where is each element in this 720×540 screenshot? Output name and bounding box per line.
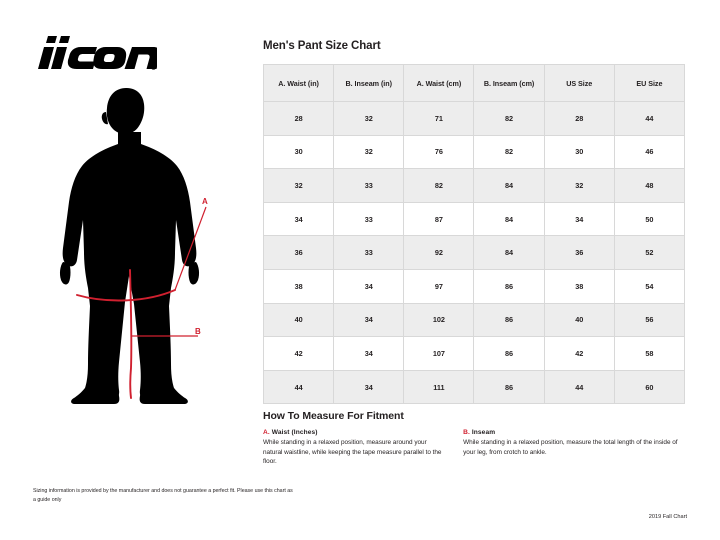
icon-wordmark-logo: R (33, 33, 161, 77)
cell-eu-size: 58 (613, 336, 686, 371)
cell-inseam-in: 34 (333, 336, 405, 371)
cell-inseam-cm: 84 (473, 168, 545, 203)
column-header-us-size: US Size (543, 64, 615, 102)
cell-inseam-in: 33 (333, 201, 405, 237)
cell-eu-size: 56 (613, 302, 686, 338)
cell-waist-cm: 87 (403, 201, 475, 237)
cell-waist-cm: 102 (403, 302, 475, 338)
cell-inseam-in: 32 (333, 101, 405, 136)
column-header-eu-size: EU Size (613, 64, 686, 102)
cell-waist-in: 36 (262, 235, 335, 270)
how-to-measure-waist-block: A. Waist (Inches) While standing in a re… (263, 429, 443, 467)
cell-inseam-cm: 82 (473, 101, 545, 136)
table-row: 30 32 76 82 30 46 (262, 134, 686, 170)
cell-waist-cm: 71 (403, 101, 475, 136)
cell-us-size: 36 (543, 235, 615, 270)
cell-inseam-in: 34 (333, 369, 405, 405)
cell-eu-size: 44 (613, 101, 686, 136)
how-to-measure-waist-text: While standing in a relaxed position, me… (263, 439, 442, 466)
table-row: 38 34 97 86 38 54 (262, 268, 686, 304)
table-row: 28 32 71 82 28 44 (262, 101, 686, 136)
cell-inseam-cm: 86 (473, 268, 545, 304)
footer-disclaimer: Sizing information is provided by the ma… (33, 488, 293, 503)
footer-edition: 2019 Fall Chart (648, 514, 687, 520)
cell-inseam-cm: 86 (473, 302, 545, 338)
cell-us-size: 30 (543, 134, 615, 170)
svg-text:R: R (152, 65, 155, 69)
male-body-silhouette-figure: A B (30, 80, 230, 405)
size-chart-panel: Men's Pant Size Chart A. Waist (in) B. I… (262, 40, 686, 405)
cell-waist-in: 44 (262, 369, 335, 405)
marker-b: B. (463, 429, 470, 436)
cell-waist-cm: 92 (403, 235, 475, 270)
how-to-measure-waist-label: A. Waist (Inches) (263, 429, 443, 436)
how-to-measure-inseam-label: B. Inseam (463, 429, 687, 436)
cell-eu-size: 50 (613, 201, 686, 237)
how-to-measure-inseam-text: While standing in a relaxed position, me… (463, 439, 678, 456)
cell-waist-cm: 107 (403, 336, 475, 371)
cell-us-size: 42 (543, 336, 615, 371)
how-to-measure-title: How To Measure For Fitment (263, 410, 404, 422)
table-row: 40 34 102 86 40 56 (262, 302, 686, 338)
callout-label-B: B (195, 327, 201, 336)
cell-waist-in: 28 (262, 101, 335, 136)
cell-waist-cm: 97 (403, 268, 475, 304)
cell-inseam-cm: 86 (473, 369, 545, 405)
table-row: 34 33 87 84 34 50 (262, 201, 686, 237)
cell-inseam-in: 34 (333, 302, 405, 338)
cell-inseam-in: 32 (333, 134, 405, 170)
size-chart-table: A. Waist (in) B. Inseam (in) A. Waist (c… (262, 64, 686, 405)
table-row: 32 33 82 84 32 48 (262, 168, 686, 203)
table-header-row: A. Waist (in) B. Inseam (in) A. Waist (c… (262, 64, 686, 102)
cell-inseam-in: 33 (333, 168, 405, 203)
page-title: Men's Pant Size Chart (263, 40, 381, 52)
cell-eu-size: 60 (613, 369, 686, 405)
cell-eu-size: 48 (613, 168, 686, 203)
callout-label-A: A (202, 197, 208, 206)
table-row: 36 33 92 84 36 52 (262, 235, 686, 270)
how-to-measure-inseam-name: Inseam (471, 429, 496, 436)
how-to-measure-inseam-block: B. Inseam While standing in a relaxed po… (463, 429, 687, 467)
column-header-waist-in: A. Waist (in) (262, 64, 335, 102)
body-silhouette-shape (59, 88, 200, 404)
waist-measure-line (76, 206, 207, 302)
inseam-measure-line (129, 269, 198, 399)
cell-inseam-cm: 84 (473, 201, 545, 237)
column-header-inseam-cm: B. Inseam (cm) (473, 64, 545, 102)
cell-waist-in: 32 (262, 168, 335, 203)
column-header-waist-cm: A. Waist (cm) (403, 64, 475, 102)
cell-us-size: 28 (543, 101, 615, 136)
cell-eu-size: 52 (613, 235, 686, 270)
cell-waist-cm: 111 (403, 369, 475, 405)
cell-waist-in: 42 (262, 336, 335, 371)
cell-us-size: 40 (543, 302, 615, 338)
cell-us-size: 34 (543, 201, 615, 237)
cell-inseam-cm: 84 (473, 235, 545, 270)
cell-inseam-cm: 82 (473, 134, 545, 170)
how-to-measure-waist-name: Waist (Inches) (271, 429, 318, 436)
cell-waist-cm: 82 (403, 168, 475, 203)
table-row: 42 34 107 86 42 58 (262, 336, 686, 371)
cell-waist-in: 34 (262, 201, 335, 237)
cell-waist-in: 38 (262, 268, 335, 304)
marker-a: A. (263, 429, 270, 436)
cell-eu-size: 54 (613, 268, 686, 304)
cell-inseam-in: 34 (333, 268, 405, 304)
cell-waist-in: 40 (262, 302, 335, 338)
cell-inseam-in: 33 (333, 235, 405, 270)
column-header-inseam-in: B. Inseam (in) (333, 64, 405, 102)
cell-us-size: 38 (543, 268, 615, 304)
cell-waist-cm: 76 (403, 134, 475, 170)
cell-us-size: 44 (543, 369, 615, 405)
cell-waist-in: 30 (262, 134, 335, 170)
how-to-measure-section: How To Measure For Fitment A. Waist (Inc… (263, 410, 687, 467)
cell-inseam-cm: 86 (473, 336, 545, 371)
table-row: 44 34 111 86 44 60 (262, 369, 686, 405)
cell-eu-size: 46 (613, 134, 686, 170)
cell-us-size: 32 (543, 168, 615, 203)
